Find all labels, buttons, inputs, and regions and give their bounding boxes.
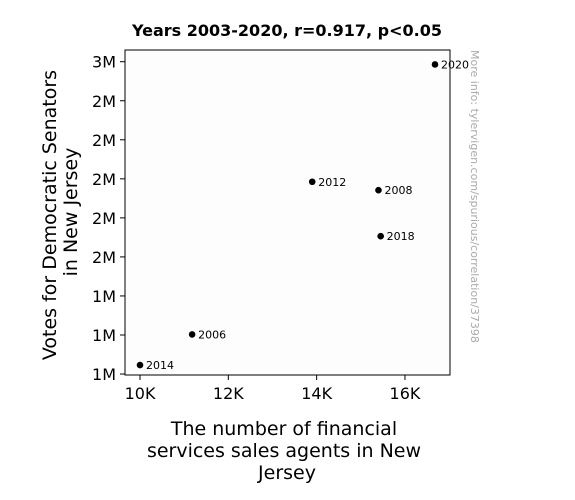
data-point-2020 (431, 61, 439, 68)
y-axis-ticks: 1M 1M 1M 2M 2M 2M 2M 2M 3M (92, 53, 125, 384)
y-tick-label: 2M (92, 170, 116, 189)
y-tick-label: 2M (92, 209, 116, 228)
x-tick-label: 16K (390, 384, 421, 403)
x-axis-ticks: 10K 12K 14K 16K (125, 375, 421, 403)
data-point-label-2012: 2012 (318, 176, 346, 189)
data-point-2012 (308, 178, 316, 186)
y-tick-label: 3M (92, 53, 116, 72)
y-axis-label: Votes for Democratic Senators in New Jer… (39, 64, 82, 360)
x-tick-label: 12K (213, 384, 244, 403)
plot-area (124, 49, 451, 376)
data-point-2018 (377, 232, 384, 240)
y-axis-label-line-2: in New Jersey (60, 148, 82, 277)
y-tick-label: 1M (92, 287, 116, 306)
chart-title: Years 2003-2020, r=0.917, p<0.05 (131, 21, 442, 40)
watermark: More info: tylervigen.com/spurious/corre… (468, 50, 481, 343)
data-point-label-2020: 2020 (441, 58, 469, 71)
y-tick-label: 2M (92, 248, 116, 267)
y-tick-label: 2M (92, 92, 116, 111)
data-points: 2014 2006 2012 2008 2018 2020 (136, 58, 469, 372)
y-tick-label: 2M (92, 131, 116, 150)
x-tick-label: 14K (301, 384, 332, 403)
y-axis-label-line-1: Votes for Democratic Senators (39, 70, 61, 360)
x-tick-label: 10K (125, 384, 156, 403)
y-tick-label: 1M (92, 326, 116, 345)
x-axis-label-line-2: services sales agents in New (147, 440, 421, 462)
x-axis-label-line-1: The number of financial (170, 418, 397, 440)
y-tick-label: 1M (92, 365, 116, 384)
data-point-label-2014: 2014 (146, 359, 174, 372)
data-point-label-2018: 2018 (387, 230, 415, 243)
data-point-2014 (136, 361, 144, 369)
x-axis-label-line-3: Jersey (257, 462, 316, 484)
data-point-2006 (188, 331, 196, 338)
data-point-label-2008: 2008 (384, 184, 412, 197)
data-point-2008 (375, 186, 382, 194)
x-axis-label: The number of financial services sales a… (147, 418, 427, 484)
data-point-label-2006: 2006 (198, 328, 226, 341)
